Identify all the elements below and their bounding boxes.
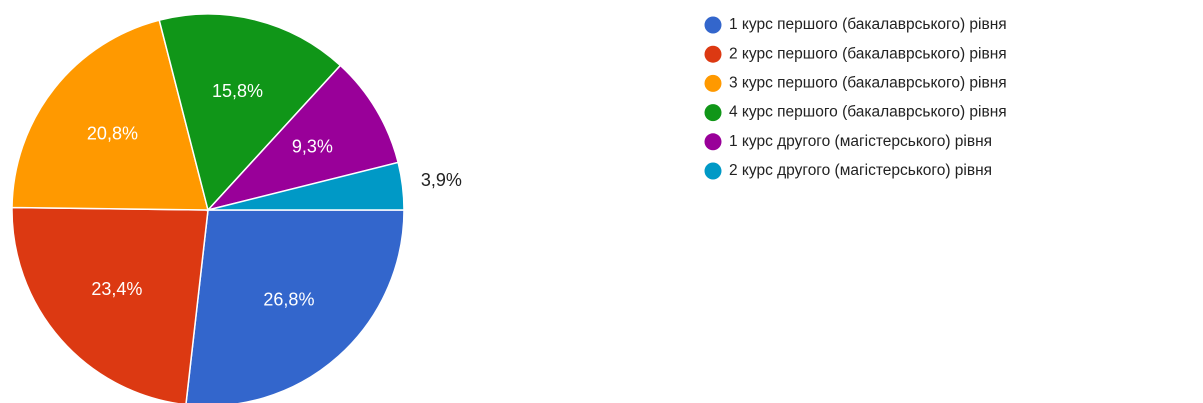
legend-marker [704, 104, 722, 122]
legend-marker [704, 16, 722, 34]
pie-slice [11, 19, 209, 211]
legend-marker [704, 74, 722, 92]
legend-label: 2 курс другого (магістерського) рівня [729, 162, 992, 179]
slice-label: 26,8% [263, 289, 314, 309]
legend-marker [704, 45, 722, 63]
slice-label: 15,8% [212, 81, 263, 101]
legend-label: 3 курс першого (бакалаврського) рівня [729, 74, 1007, 91]
pie-slice [158, 13, 342, 212]
pie-slice [185, 209, 405, 403]
legend-marker [704, 133, 722, 151]
legend-label: 1 курс першого (бакалаврського) рівня [729, 16, 1007, 33]
legend-label: 1 курс другого (магістерського) рівня [729, 133, 992, 150]
legend-marker [704, 162, 722, 180]
slice-label: 3,9% [421, 170, 462, 190]
pie-slice [11, 206, 209, 403]
slice-label: 20,8% [87, 124, 138, 144]
slice-label: 9,3% [292, 137, 333, 157]
legend-label: 2 курс першого (бакалаврського) рівня [729, 45, 1007, 62]
legend-label: 4 курс першого (бакалаврського) рівня [729, 104, 1007, 121]
slice-label: 23,4% [91, 279, 142, 299]
pie-slice [207, 161, 405, 211]
